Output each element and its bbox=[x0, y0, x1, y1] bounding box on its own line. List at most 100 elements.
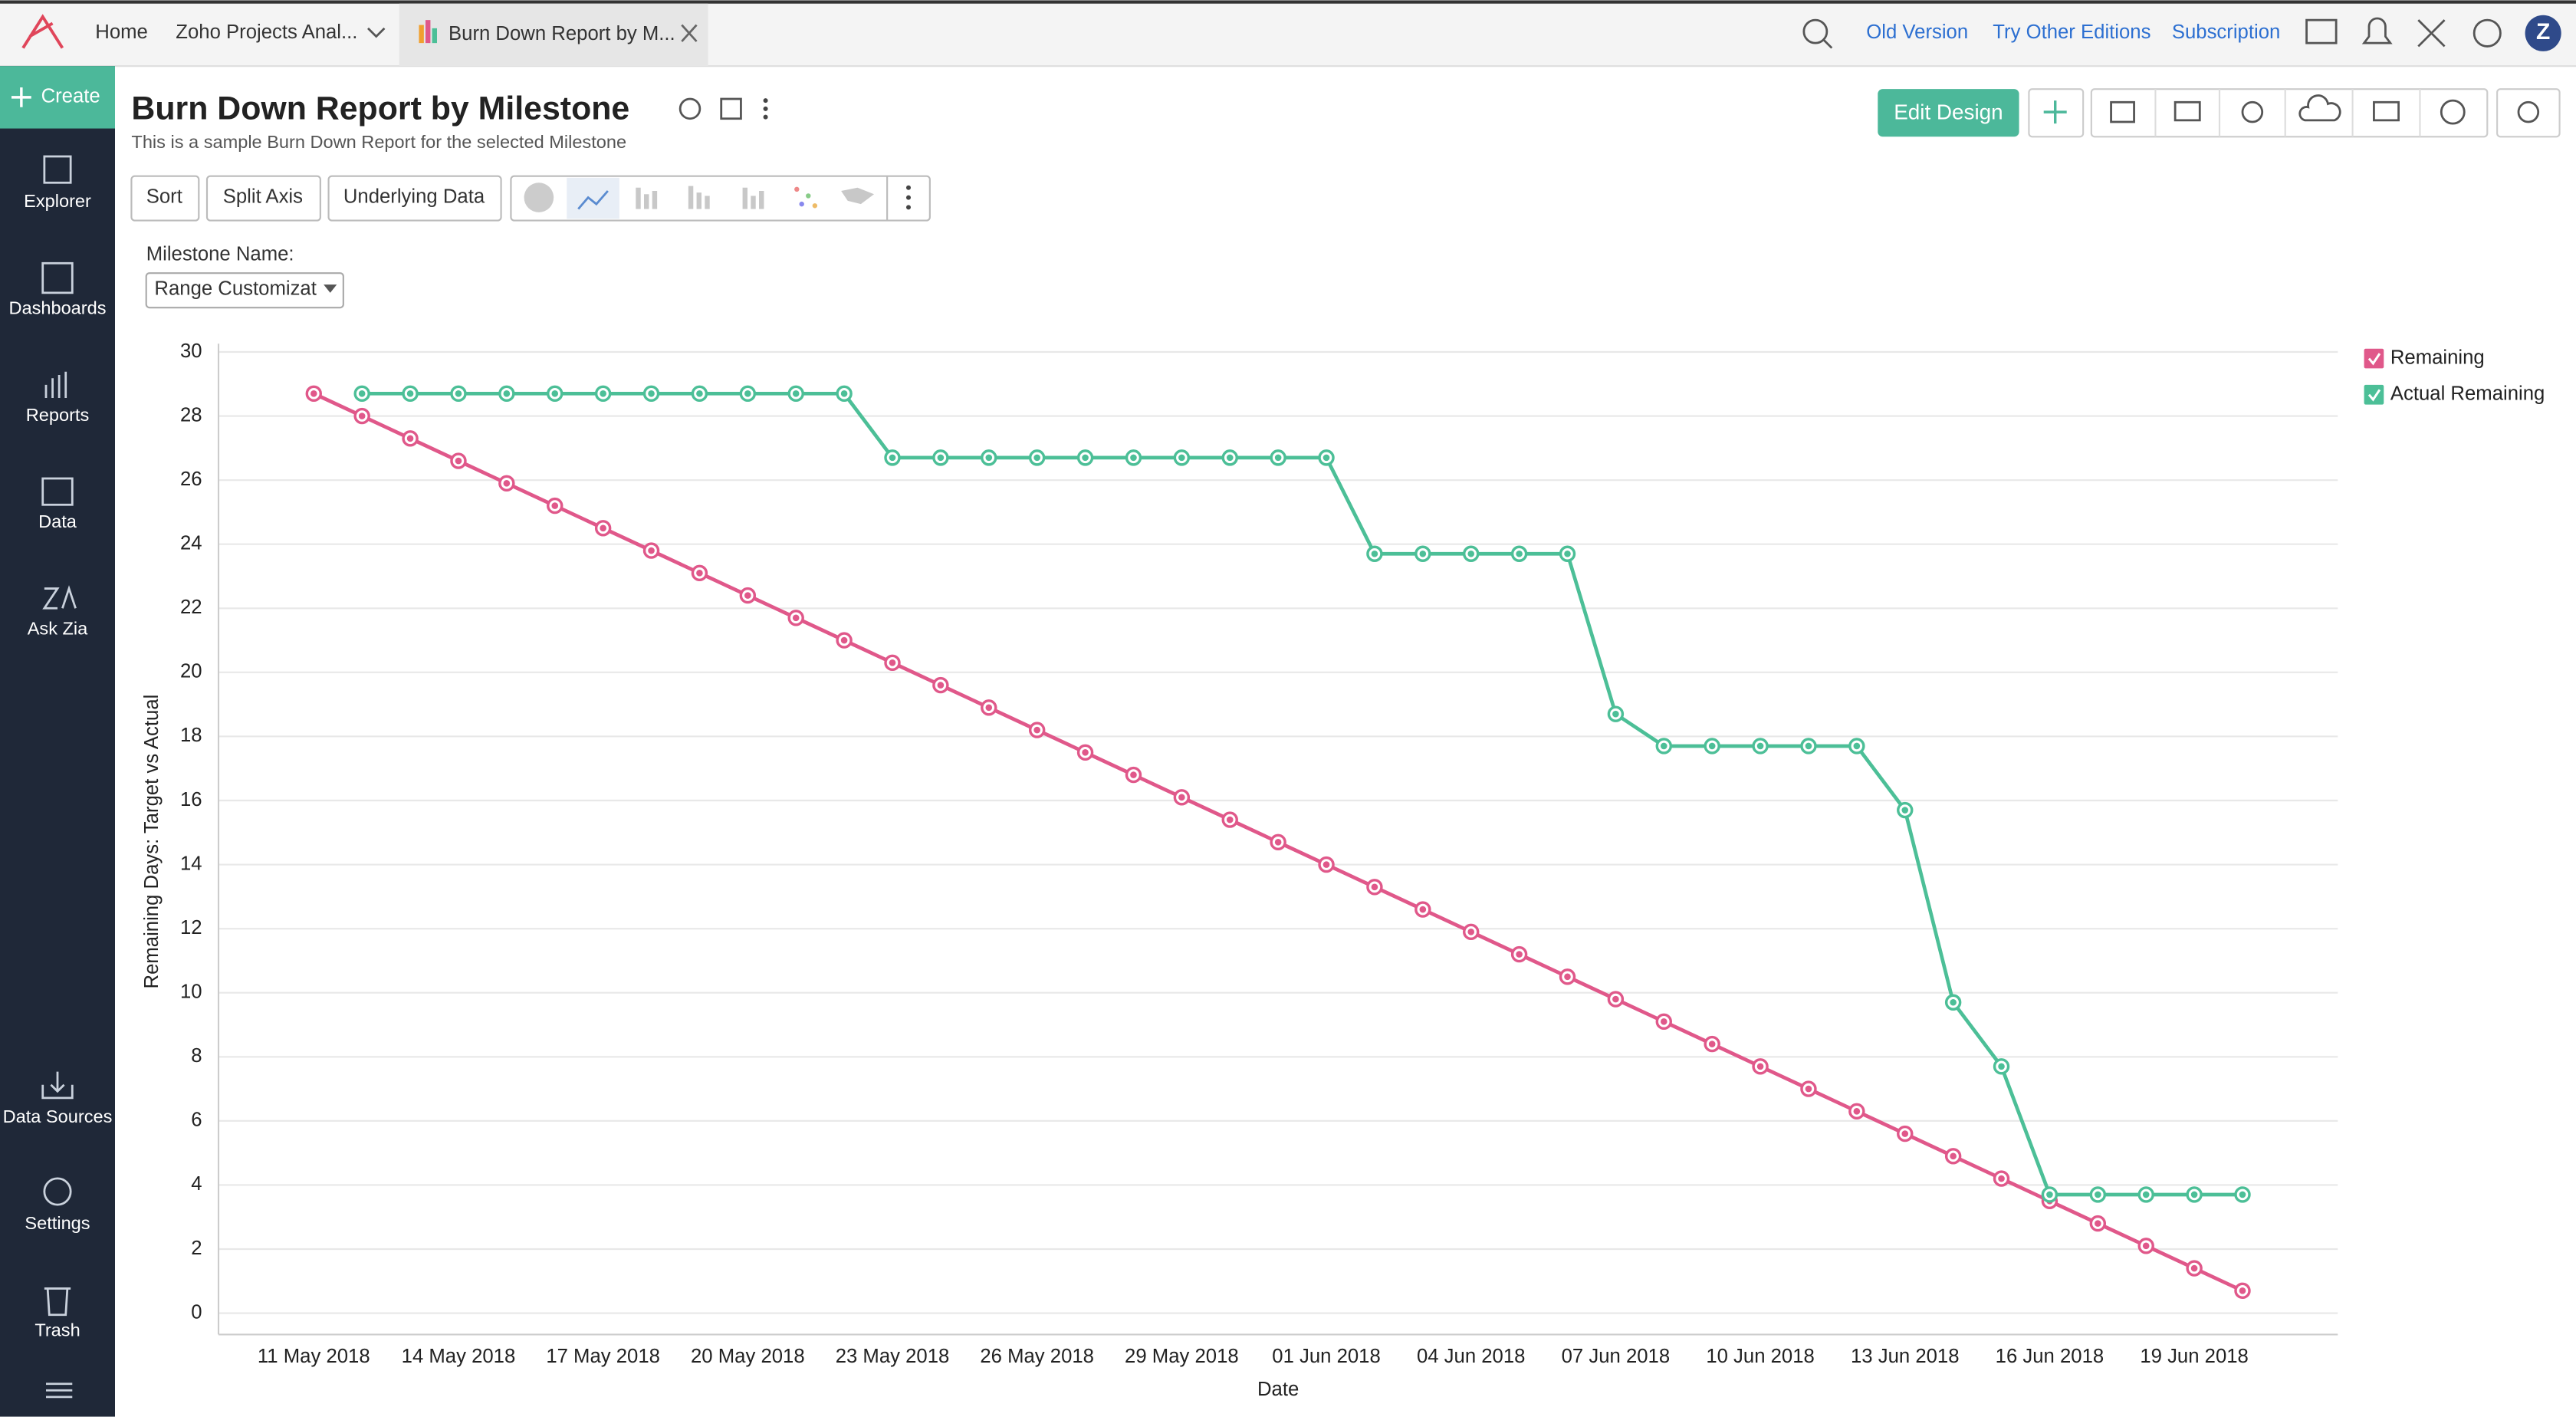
nav-explorer[interactable]: Explorer bbox=[24, 191, 91, 211]
tab-icon-bar bbox=[419, 25, 424, 44]
data-point-core bbox=[503, 480, 511, 487]
x-tick-label: 07 Jun 2018 bbox=[1562, 1346, 1670, 1367]
create-label[interactable]: Create bbox=[41, 86, 100, 107]
line-type-active[interactable] bbox=[567, 177, 619, 219]
edit-design-label: Edit Design bbox=[1894, 100, 2003, 124]
active-tab[interactable] bbox=[399, 3, 708, 67]
data-sources-icon[interactable] bbox=[41, 1071, 74, 1100]
data-point-core bbox=[1901, 1130, 1909, 1137]
explorer-icon[interactable] bbox=[43, 155, 72, 184]
logo[interactable] bbox=[21, 14, 64, 49]
y-tick-label: 22 bbox=[180, 597, 202, 618]
other-editions-link[interactable]: Try Other Editions bbox=[1993, 21, 2150, 43]
settings-button[interactable] bbox=[2496, 88, 2561, 138]
chart: Remaining Days: Target vs Actual Date 0 2… bbox=[141, 340, 2545, 1400]
data-point-core bbox=[1756, 742, 1764, 750]
reports-icon[interactable] bbox=[44, 371, 67, 398]
export-icon[interactable] bbox=[2110, 100, 2135, 123]
data-point-core bbox=[648, 547, 655, 554]
save-icon[interactable] bbox=[720, 97, 742, 120]
nav-ask-zia[interactable]: Ask Zia bbox=[28, 618, 88, 638]
legend-swatch bbox=[2364, 384, 2384, 405]
nav-data[interactable]: Data bbox=[38, 511, 77, 531]
pie-type[interactable] bbox=[524, 182, 554, 212]
feedback-icon[interactable] bbox=[2305, 18, 2338, 44]
tab-report[interactable]: Burn Down Report by M... bbox=[449, 23, 675, 44]
dashboards-icon[interactable] bbox=[41, 261, 74, 294]
action-toolbar bbox=[2090, 88, 2489, 138]
nav-settings[interactable]: Settings bbox=[25, 1213, 90, 1233]
data-point-core bbox=[2142, 1191, 2150, 1198]
data-point-core bbox=[985, 454, 993, 462]
publish-icon[interactable] bbox=[2298, 94, 2341, 122]
help-icon[interactable] bbox=[2472, 18, 2502, 48]
data-point-core bbox=[358, 413, 366, 419]
email-icon[interactable] bbox=[2174, 100, 2201, 122]
avatar-letter: Z bbox=[2536, 19, 2550, 44]
series-line bbox=[362, 391, 2242, 1197]
more-icon[interactable] bbox=[763, 98, 768, 120]
data-point-core bbox=[1226, 454, 1234, 462]
data-point-core bbox=[1805, 1085, 1812, 1093]
tab-close[interactable] bbox=[681, 24, 698, 42]
comment-icon[interactable] bbox=[2373, 100, 2400, 122]
data-point-core bbox=[1033, 454, 1040, 462]
trash-icon[interactable] bbox=[44, 1287, 71, 1317]
gear-icon bbox=[2517, 100, 2540, 123]
nav-trash[interactable]: Trash bbox=[34, 1320, 80, 1340]
data-point-core bbox=[1564, 550, 1571, 557]
data-point-core bbox=[1467, 929, 1474, 935]
underlying-data-button[interactable] bbox=[327, 175, 502, 222]
data-point-core bbox=[600, 524, 606, 532]
sort-label: Sort bbox=[146, 186, 182, 207]
data-point-core bbox=[1082, 749, 1089, 756]
tab-workspace[interactable]: Zoho Projects Anal... bbox=[176, 21, 357, 43]
collapse-icon[interactable] bbox=[46, 1382, 73, 1399]
settings-icon[interactable] bbox=[43, 1177, 72, 1206]
search-icon-handle bbox=[1822, 38, 1833, 49]
nav-reports[interactable]: Reports bbox=[26, 405, 90, 425]
data-icon[interactable] bbox=[41, 477, 74, 506]
data-point-core bbox=[1419, 906, 1427, 913]
legend-swatch bbox=[2364, 348, 2384, 369]
data-point-core bbox=[1564, 973, 1571, 981]
y-tick-label: 24 bbox=[180, 533, 202, 554]
schedule-icon[interactable] bbox=[2440, 99, 2466, 125]
tab-home[interactable]: Home bbox=[95, 21, 148, 43]
data-point-core bbox=[937, 454, 945, 462]
data-point-core bbox=[1853, 1108, 1861, 1115]
data-point-core bbox=[1419, 550, 1427, 557]
nav-dashboards[interactable]: Dashboards bbox=[8, 298, 106, 318]
data-point-core bbox=[792, 390, 800, 397]
zia-icon[interactable] bbox=[42, 585, 77, 610]
chart-more-icon[interactable] bbox=[906, 185, 911, 210]
y-tick-label: 4 bbox=[191, 1173, 202, 1195]
filter-label: Milestone Name: bbox=[146, 243, 294, 265]
filter-arrow bbox=[324, 284, 337, 293]
avatar[interactable] bbox=[2525, 15, 2561, 51]
data-point-core bbox=[1130, 771, 1137, 778]
data-point-core bbox=[1371, 883, 1378, 891]
share-icon[interactable] bbox=[2241, 100, 2264, 123]
refresh-icon[interactable] bbox=[678, 97, 702, 120]
tools-icon[interactable] bbox=[2417, 19, 2446, 48]
data-point-core bbox=[1612, 710, 1619, 718]
data-point-core bbox=[1082, 454, 1089, 462]
search-icon[interactable] bbox=[1802, 18, 1829, 44]
filter-dropdown[interactable] bbox=[145, 272, 344, 309]
old-version-link[interactable]: Old Version bbox=[1866, 21, 1968, 43]
split-axis-button[interactable] bbox=[205, 175, 321, 222]
subscription-link[interactable]: Subscription bbox=[2172, 21, 2280, 43]
data-point-core bbox=[358, 390, 366, 397]
edit-design-button[interactable] bbox=[1878, 89, 2019, 137]
chart-type-icons[interactable] bbox=[636, 186, 874, 209]
sort-button[interactable] bbox=[130, 175, 200, 222]
tab-dropdown[interactable] bbox=[367, 27, 386, 38]
x-tick-label: 13 Jun 2018 bbox=[1851, 1346, 1960, 1367]
data-point-core bbox=[648, 390, 655, 397]
underlying-data-label: Underlying Data bbox=[343, 186, 485, 207]
y-tick-label: 6 bbox=[191, 1110, 202, 1131]
nav-data-sources[interactable]: Data Sources bbox=[3, 1106, 113, 1126]
notification-icon[interactable] bbox=[2361, 17, 2393, 44]
